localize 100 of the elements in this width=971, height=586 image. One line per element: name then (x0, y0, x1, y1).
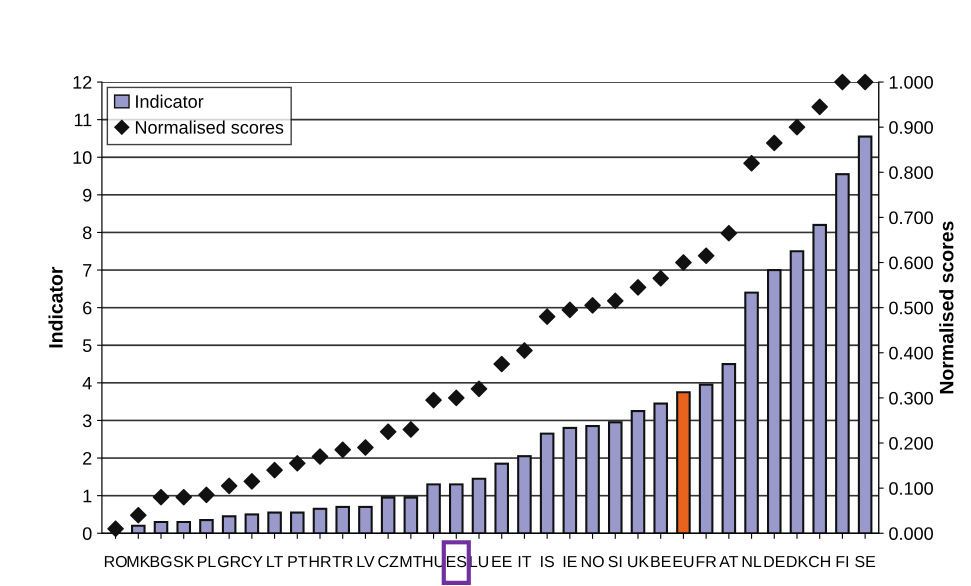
bar (676, 391, 691, 534)
point (788, 118, 806, 136)
point (130, 506, 147, 524)
point (448, 390, 465, 406)
bar (722, 363, 736, 534)
bar (540, 432, 554, 534)
x-tick-label: EE (492, 556, 512, 568)
y-tick-label: 11 (74, 114, 92, 126)
y-tick-label: 2 (83, 452, 92, 465)
y-tick-label: 3 (82, 414, 92, 428)
point (675, 254, 692, 271)
point (630, 279, 646, 296)
x-tick-label: FR (696, 556, 716, 568)
bar (380, 496, 396, 534)
point (312, 448, 328, 465)
bar (608, 421, 623, 534)
x-tick-label: CH (808, 556, 830, 568)
y2-tick-label: 0.400 (889, 346, 933, 360)
y-tick-label: 10 (74, 151, 92, 164)
bar (290, 512, 305, 534)
bar (858, 136, 872, 534)
x-tick-label: CY (242, 556, 263, 568)
bar (335, 506, 350, 534)
y2-axis-title: Normalised scores (939, 221, 954, 394)
y2-tick-label: 0.900 (889, 121, 933, 134)
bar (244, 513, 260, 534)
point (493, 356, 510, 372)
bar (267, 512, 282, 534)
point (244, 473, 260, 490)
point (606, 292, 624, 310)
point (288, 455, 306, 472)
point (266, 462, 283, 478)
point (198, 486, 215, 504)
y-tick-label: 4 (82, 376, 92, 390)
bar (472, 478, 486, 534)
point (334, 441, 352, 458)
bar (358, 506, 373, 534)
point (152, 488, 170, 506)
bar (494, 462, 510, 534)
point (856, 74, 874, 90)
y2-tick-label: 1.000 (890, 76, 933, 89)
x-tick-label: GR (218, 556, 240, 568)
point (652, 270, 670, 287)
y-tick-label: 5 (82, 339, 92, 352)
y2-tick-label: 0.200 (889, 436, 933, 450)
x-tick-label: SK (174, 556, 194, 568)
y2-tick-label: 0.500 (889, 302, 933, 314)
point (811, 98, 828, 116)
y2-tick-label: 0.700 (889, 211, 933, 224)
point (425, 392, 442, 408)
y2-tick-label: 0.600 (889, 256, 933, 270)
x-tick-label: ES (446, 556, 466, 568)
point (380, 423, 396, 440)
x-tick-label: LV (358, 556, 375, 568)
x-tick-label: SE (855, 556, 876, 568)
bar (790, 250, 804, 534)
bar (312, 508, 328, 534)
point (402, 421, 420, 438)
point (175, 488, 192, 506)
point (834, 74, 851, 90)
y-tick-label: 7 (83, 264, 92, 277)
y-tick-label: 12 (74, 76, 92, 89)
x-tick-label: RO (104, 556, 127, 568)
bar (199, 519, 214, 534)
point (743, 154, 760, 172)
x-tick-label: DE (764, 556, 785, 568)
y-tick-label: 6 (83, 302, 92, 314)
bar (835, 173, 850, 534)
bar (653, 402, 668, 534)
point (220, 478, 238, 494)
bar (630, 410, 646, 534)
x-tick-label: HR (310, 556, 331, 568)
y-tick-label: 1 (84, 490, 92, 502)
x-tick-label: BG (150, 556, 172, 568)
x-tick-label: NO (582, 556, 604, 568)
x-tick-label: IT (518, 556, 532, 568)
point (107, 520, 124, 538)
x-tick-label: BE (651, 556, 671, 568)
point (538, 308, 556, 325)
x-tick-label: UK (628, 556, 649, 568)
bar (517, 455, 532, 534)
x-tick-label: MK (128, 556, 150, 568)
x-tick-label: NL (742, 556, 762, 568)
y-tick-label: 9 (83, 188, 92, 202)
x-tick-label: DK (787, 556, 808, 568)
bar (562, 426, 578, 534)
point (720, 224, 738, 242)
point (562, 302, 578, 318)
point (357, 439, 374, 456)
y-tick-label: 8 (82, 226, 92, 240)
legend-label: Indicator (136, 94, 204, 108)
x-tick-label: PT (288, 556, 308, 568)
bar (448, 483, 464, 534)
bar (154, 520, 168, 534)
point (766, 134, 783, 152)
bar (404, 496, 418, 534)
bar (426, 483, 441, 534)
bar (585, 425, 600, 534)
x-tick-label: SI (608, 556, 622, 568)
x-tick-label: AT (719, 556, 738, 568)
